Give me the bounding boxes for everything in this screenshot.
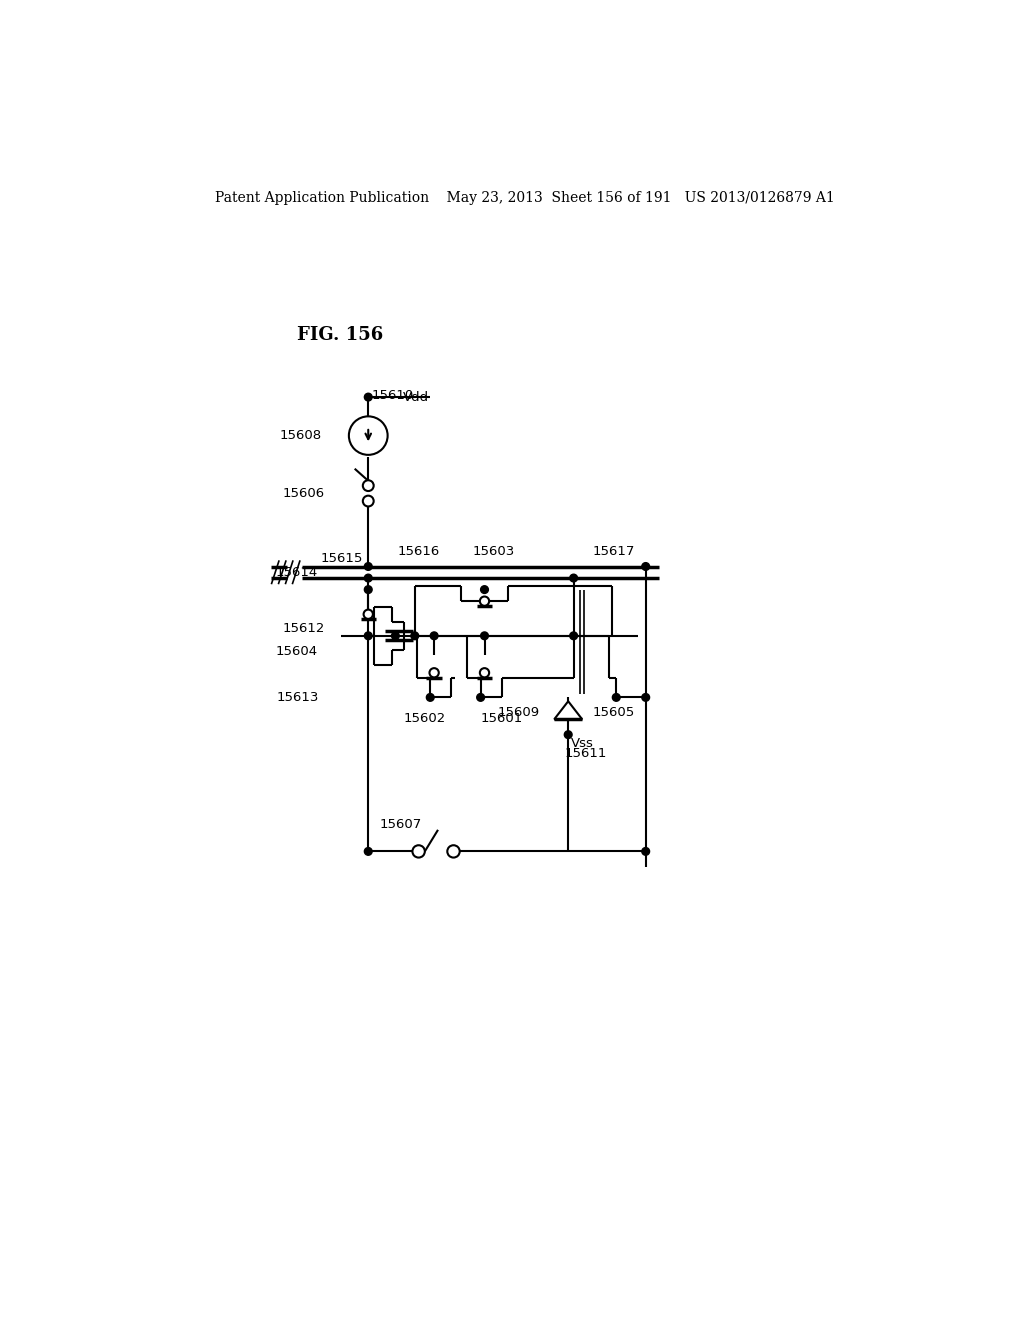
Circle shape bbox=[477, 693, 484, 701]
Circle shape bbox=[413, 845, 425, 858]
Circle shape bbox=[569, 632, 578, 640]
Text: 15604: 15604 bbox=[275, 644, 317, 657]
Circle shape bbox=[362, 496, 374, 507]
Circle shape bbox=[642, 847, 649, 855]
Circle shape bbox=[642, 562, 649, 570]
Text: 15608: 15608 bbox=[280, 429, 322, 442]
Circle shape bbox=[365, 847, 372, 855]
Circle shape bbox=[569, 574, 578, 582]
Text: Patent Application Publication    May 23, 2013  Sheet 156 of 191   US 2013/01268: Patent Application Publication May 23, 2… bbox=[215, 191, 835, 206]
Circle shape bbox=[480, 597, 489, 606]
Text: 15614: 15614 bbox=[275, 566, 317, 579]
Circle shape bbox=[480, 632, 488, 640]
Circle shape bbox=[480, 586, 488, 594]
Text: 15603: 15603 bbox=[473, 545, 515, 557]
Text: Vss: Vss bbox=[571, 738, 594, 750]
Circle shape bbox=[365, 586, 372, 594]
Text: 15610: 15610 bbox=[372, 389, 414, 403]
Text: 15601: 15601 bbox=[480, 713, 523, 726]
Circle shape bbox=[429, 668, 438, 677]
Circle shape bbox=[426, 693, 434, 701]
Text: 15617: 15617 bbox=[593, 545, 635, 557]
Circle shape bbox=[362, 480, 374, 491]
Text: 15606: 15606 bbox=[283, 487, 326, 500]
Text: Vdd: Vdd bbox=[403, 391, 429, 404]
Text: 15607: 15607 bbox=[380, 818, 422, 832]
Text: 15613: 15613 bbox=[276, 690, 319, 704]
Text: 15612: 15612 bbox=[283, 622, 326, 635]
Circle shape bbox=[447, 845, 460, 858]
Text: 15609: 15609 bbox=[498, 706, 540, 719]
Circle shape bbox=[480, 668, 489, 677]
Circle shape bbox=[564, 731, 572, 738]
Circle shape bbox=[364, 610, 373, 619]
Text: 15611: 15611 bbox=[564, 747, 606, 760]
Text: FIG. 156: FIG. 156 bbox=[297, 326, 383, 345]
Circle shape bbox=[612, 693, 621, 701]
Circle shape bbox=[365, 393, 372, 401]
Circle shape bbox=[365, 574, 372, 582]
Text: 15615: 15615 bbox=[321, 552, 362, 565]
Circle shape bbox=[365, 632, 372, 640]
Circle shape bbox=[430, 632, 438, 640]
Circle shape bbox=[642, 693, 649, 701]
Text: 15605: 15605 bbox=[593, 706, 635, 719]
Circle shape bbox=[411, 632, 419, 640]
Circle shape bbox=[391, 632, 399, 640]
Text: 15602: 15602 bbox=[403, 713, 445, 726]
Text: 15616: 15616 bbox=[397, 545, 440, 557]
Circle shape bbox=[365, 562, 372, 570]
